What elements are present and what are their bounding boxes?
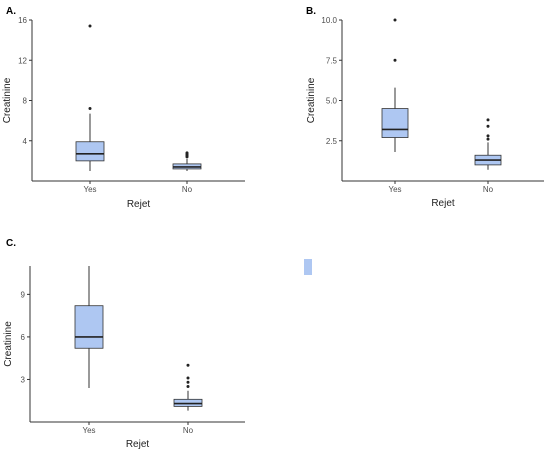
y-tick-label: 6 bbox=[21, 333, 26, 342]
outlier-point bbox=[88, 107, 92, 111]
legend-swatch bbox=[304, 259, 312, 275]
outlier-point bbox=[186, 376, 190, 380]
y-axis-title: Creatinine bbox=[2, 77, 13, 123]
y-tick-label: 5.0 bbox=[326, 97, 338, 106]
x-tick-label: Yes bbox=[388, 185, 401, 194]
y-axis-title: Creatinine bbox=[306, 77, 317, 123]
x-tick-label: No bbox=[183, 426, 194, 435]
outlier-point bbox=[486, 124, 490, 128]
y-tick-label: 9 bbox=[21, 290, 26, 299]
x-tick-label: Yes bbox=[82, 426, 95, 435]
panel-a: A. 4 8 12 16 Yes No Rejet Creatinine bbox=[0, 0, 260, 215]
x-tick-label: No bbox=[483, 185, 494, 194]
y-tick-label: 10.0 bbox=[321, 16, 337, 25]
outlier-point bbox=[486, 134, 490, 138]
y-tick-label: 12 bbox=[18, 56, 27, 65]
x-tick-label: No bbox=[182, 185, 193, 194]
x-tick-label: Yes bbox=[83, 185, 96, 194]
outlier-point bbox=[185, 151, 189, 155]
outlier-point bbox=[393, 58, 397, 62]
y-tick-label: 7.5 bbox=[326, 56, 338, 65]
panel-b: B. 2.5 5.0 7.5 10.0 Yes No Rejet Creatinine bbox=[300, 0, 550, 215]
chart-b: 2.5 5.0 7.5 10.0 Yes No Rejet Creatinine bbox=[306, 16, 544, 209]
panel-c-label: C. bbox=[6, 238, 16, 249]
x-axis-title: Rejet bbox=[431, 198, 455, 209]
y-axis-title: Creatinine bbox=[3, 321, 14, 367]
box-yes bbox=[381, 108, 409, 138]
outlier-point bbox=[186, 385, 190, 389]
y-tick-label: 4 bbox=[23, 137, 28, 146]
x-axis-title: Rejet bbox=[127, 199, 151, 210]
box-yes bbox=[75, 141, 105, 162]
panel-a-label: A. bbox=[6, 6, 16, 17]
outlier-point bbox=[186, 363, 190, 367]
y-tick-label: 2.5 bbox=[326, 137, 338, 146]
outlier-point bbox=[88, 24, 92, 28]
y-tick-label: 8 bbox=[23, 97, 28, 106]
y-tick-label: 16 bbox=[18, 16, 27, 25]
panel-b-label: B. bbox=[306, 6, 316, 17]
outlier-point bbox=[186, 380, 190, 384]
panel-c: C. 3 6 9 Yes No Rejet Creatinine bbox=[0, 232, 260, 456]
chart-a: 4 8 12 16 Yes No Rejet Creatinine bbox=[2, 16, 245, 210]
chart-c: 3 6 9 Yes No Rejet Creatinine bbox=[3, 266, 245, 450]
outlier-point bbox=[393, 18, 397, 22]
y-tick-label: 3 bbox=[21, 375, 26, 384]
box-yes bbox=[74, 305, 104, 349]
x-axis-title: Rejet bbox=[126, 439, 150, 450]
outlier-point bbox=[486, 137, 490, 141]
outlier-point bbox=[486, 118, 490, 122]
